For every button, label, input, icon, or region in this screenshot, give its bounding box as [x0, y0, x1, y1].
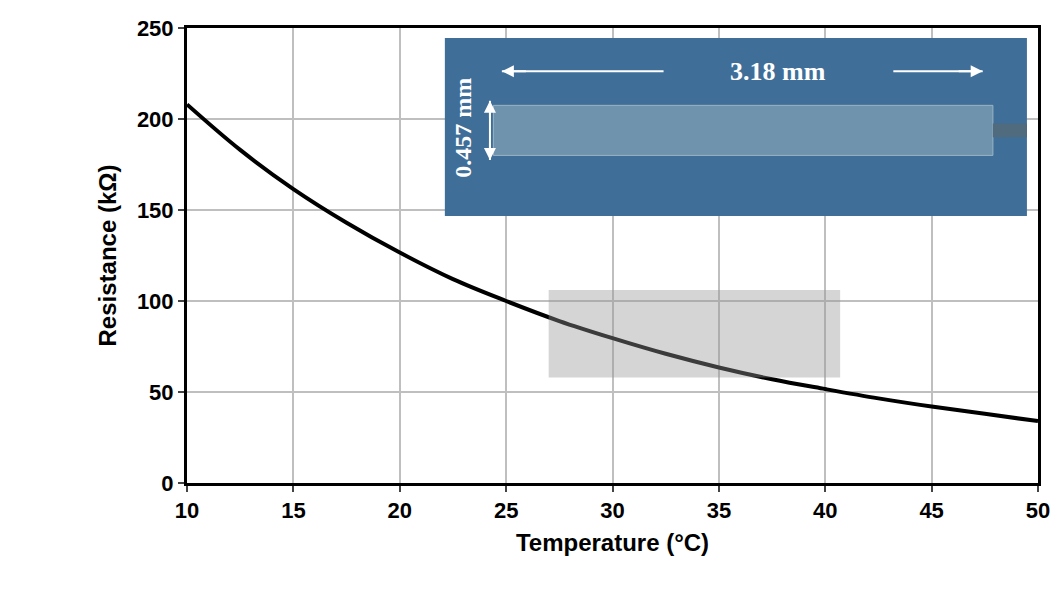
svg-text:3.18 mm: 3.18 mm [730, 57, 826, 86]
svg-text:0.457 mm: 0.457 mm [450, 78, 476, 178]
svg-text:200: 200 [137, 107, 174, 132]
svg-text:25: 25 [494, 498, 518, 523]
svg-text:250: 250 [137, 16, 174, 41]
svg-text:100: 100 [137, 289, 174, 314]
svg-text:Temperature (°C): Temperature (°C) [516, 529, 709, 556]
svg-text:50: 50 [1026, 498, 1050, 523]
svg-text:Resistance (kΩ): Resistance (kΩ) [94, 165, 121, 347]
svg-text:35: 35 [707, 498, 731, 523]
svg-text:20: 20 [388, 498, 412, 523]
svg-text:30: 30 [600, 498, 624, 523]
svg-text:45: 45 [919, 498, 943, 523]
svg-text:150: 150 [137, 198, 174, 223]
svg-text:0: 0 [161, 471, 173, 496]
svg-text:50: 50 [149, 380, 173, 405]
svg-text:10: 10 [175, 498, 199, 523]
svg-text:15: 15 [281, 498, 305, 523]
svg-text:40: 40 [813, 498, 837, 523]
